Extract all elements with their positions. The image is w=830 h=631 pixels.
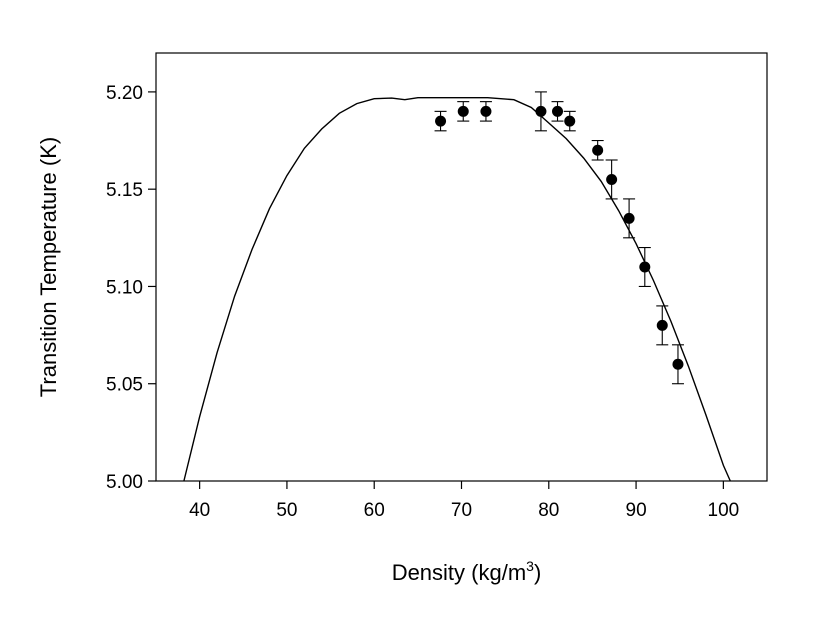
data-point	[552, 105, 564, 117]
x-tick-label: 70	[451, 500, 472, 521]
data-point	[592, 144, 604, 156]
data-point	[435, 115, 447, 127]
data-point	[480, 105, 492, 117]
data-point-group	[534, 91, 547, 132]
x-axis-title-main: Density (kg/m	[392, 560, 526, 585]
plot-frame	[155, 52, 768, 482]
data-point	[639, 261, 651, 273]
x-tick-label: 40	[189, 500, 210, 521]
data-point	[606, 173, 618, 185]
data-point-group	[656, 305, 669, 346]
plot-content	[183, 91, 731, 482]
data-point-group	[591, 139, 604, 161]
data-point	[656, 319, 668, 331]
y-tick-label: 5.05	[106, 375, 143, 396]
y-tick-label: 5.00	[106, 472, 143, 493]
y-axis-title: Transition Temperature (K)	[36, 137, 61, 397]
x-tick-label: 100	[708, 500, 740, 521]
data-point	[564, 115, 576, 127]
y-tick-label: 5.10	[106, 277, 143, 298]
data-point-group	[457, 101, 470, 122]
data-point-group	[623, 198, 636, 239]
y-axis-ticks: 5.00 5.05 5.10 5.15 5.20	[106, 83, 156, 493]
theory-curve	[183, 97, 731, 482]
data-point-group	[551, 101, 564, 122]
data-point-group	[479, 101, 492, 122]
data-point	[457, 105, 469, 117]
x-axis-ticks: 40 50 60 70 80 90 100	[189, 481, 739, 521]
y-tick-label: 5.15	[106, 180, 143, 201]
data-point-group	[638, 246, 651, 288]
x-axis-title-close: )	[534, 560, 541, 585]
x-tick-label: 90	[626, 500, 647, 521]
x-tick-label: 60	[364, 500, 385, 521]
x-tick-label: 50	[276, 500, 297, 521]
data-point-group	[563, 110, 576, 132]
y-tick-label: 5.20	[106, 83, 143, 104]
data-point	[672, 358, 684, 370]
x-axis-title-superscript: 3	[526, 558, 534, 574]
data-point-group	[434, 110, 447, 132]
x-tick-label: 80	[538, 500, 559, 521]
data-point	[623, 212, 635, 224]
data-point-group	[671, 344, 684, 385]
x-axis-title: Density (kg/m3)	[392, 558, 542, 585]
